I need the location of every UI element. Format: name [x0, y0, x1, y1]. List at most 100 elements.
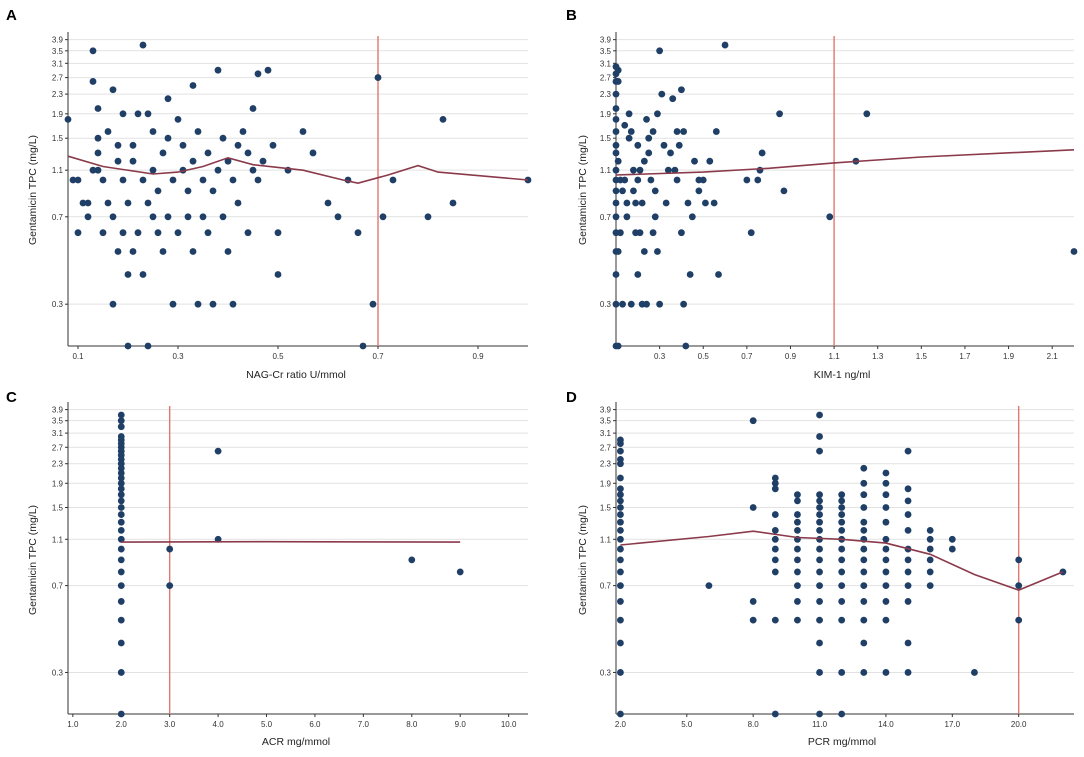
x-tick-label-a: 0.7: [372, 352, 384, 361]
data-point-a: [69, 176, 77, 184]
data-point-a: [94, 149, 102, 157]
data-point-b: [612, 187, 620, 195]
data-point-b: [706, 157, 714, 165]
data-point-a: [79, 199, 87, 207]
data-point-c: [117, 411, 125, 419]
data-point-b: [673, 176, 681, 184]
data-point-d: [794, 545, 801, 553]
data-point-b: [645, 149, 653, 157]
x-tick-label-b: 0.5: [698, 352, 710, 361]
data-point-b: [678, 229, 685, 237]
data-point-c: [117, 526, 125, 534]
data-point-b: [680, 300, 688, 308]
data-point-b: [614, 248, 622, 255]
data-point-d: [816, 411, 823, 419]
data-point-c: [117, 556, 125, 564]
x-axis-label-c: ACR mg/mmol: [262, 736, 330, 748]
data-point-d: [838, 582, 846, 590]
data-point-d: [904, 556, 912, 564]
data-point-d: [882, 598, 890, 605]
data-point-d: [882, 479, 890, 487]
y-tick-label-c: 3.9: [52, 406, 64, 415]
data-point-d: [617, 485, 624, 493]
data-point-d: [860, 518, 868, 526]
data-point-b: [632, 199, 640, 207]
data-point-a: [129, 157, 137, 165]
data-point-a: [244, 229, 252, 237]
data-point-a: [309, 149, 317, 157]
x-tick-label-b: 1.3: [872, 352, 884, 361]
data-point-a: [214, 66, 222, 74]
y-tick-label-c: 0.3: [52, 668, 64, 677]
data-point-d: [838, 518, 846, 526]
data-point-a: [224, 157, 232, 165]
data-point-d: [838, 511, 846, 518]
data-point-a: [94, 134, 102, 142]
data-point-c: [117, 545, 125, 553]
data-point-a: [164, 134, 172, 142]
panel-c: C 0.3 0.7 1.1 1.5 1.9 2.3 2.7 3.1 3.5 3.9 1.0 2.0 3.…: [6, 389, 528, 748]
data-point-d: [794, 491, 801, 499]
data-point-c: [117, 491, 125, 499]
data-point-a: [174, 229, 182, 237]
data-point-d: [838, 526, 846, 534]
data-point-d: [838, 710, 846, 718]
data-point-d: [904, 582, 912, 590]
data-point-b: [634, 176, 642, 184]
data-point-b: [630, 166, 637, 174]
data-point-d: [838, 497, 846, 505]
x-tick-label-c: 2.0: [116, 720, 128, 729]
data-point-a: [139, 271, 147, 278]
data-point-b: [756, 166, 764, 174]
data-point-d: [904, 526, 912, 534]
data-point-d: [617, 556, 624, 564]
data-point-a: [274, 271, 282, 278]
data-point-d: [860, 568, 868, 576]
data-point-b: [669, 95, 677, 103]
data-point-a: [354, 229, 362, 237]
data-point-d: [882, 535, 890, 543]
data-point-d: [617, 447, 624, 455]
data-point-b: [826, 213, 834, 221]
data-point-a: [184, 213, 192, 221]
x-tick-label-b: 1.7: [959, 352, 971, 361]
data-point-a: [119, 176, 127, 184]
data-point-a: [189, 248, 197, 255]
x-tick-label-c: 8.0: [406, 720, 418, 729]
data-point-a: [204, 149, 212, 157]
data-point-a: [74, 176, 82, 184]
x-tick-label-c: 3.0: [164, 720, 176, 729]
data-point-b: [715, 271, 722, 278]
y-tick-label-a: 1.5: [52, 134, 64, 143]
data-point-b: [612, 90, 620, 98]
data-point-d: [860, 491, 868, 499]
data-point-b: [619, 187, 626, 195]
data-point-b: [634, 271, 642, 278]
data-point-b: [612, 166, 620, 174]
y-tick-label-a: 1.1: [52, 166, 64, 175]
data-point-a: [234, 199, 242, 207]
data-point-d: [860, 669, 868, 676]
data-point-a: [144, 110, 152, 118]
data-point-b: [612, 199, 620, 207]
data-point-a: [259, 157, 267, 165]
data-point-a: [194, 128, 202, 135]
data-point-d: [617, 511, 624, 518]
data-point-a: [144, 342, 152, 350]
data-point-d: [904, 485, 912, 493]
data-point-a: [244, 149, 252, 157]
data-point-b: [695, 187, 703, 195]
data-point-a: [219, 213, 227, 221]
data-point-d: [617, 545, 624, 553]
y-axis-label-d: Gentamicin TPC (mg/L): [577, 505, 589, 615]
data-point-b: [623, 199, 631, 207]
panel-label-a: A: [6, 7, 17, 24]
data-point-c: [166, 582, 174, 590]
data-point-a: [74, 229, 82, 237]
data-point-d: [816, 616, 823, 624]
data-point-d: [794, 582, 801, 590]
data-point-d: [771, 535, 779, 543]
data-point-b: [614, 157, 622, 165]
data-point-a: [264, 66, 272, 74]
